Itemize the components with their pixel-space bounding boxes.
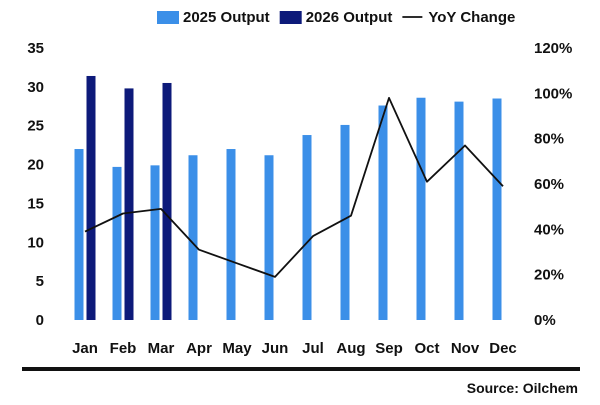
bar-2026-output-jan [86,75,96,320]
bar-2025-output-sep [378,105,388,320]
x-tick-label: Nov [451,340,480,357]
bar-2025-output-nov [454,101,464,320]
x-tick-label: Oct [414,340,439,357]
source-note: Source: Oilchem [467,380,578,396]
left-tick-label: 15 [27,195,44,212]
x-tick-label: Jan [72,340,98,357]
x-tick-label: Feb [110,340,137,357]
x-tick-label: Mar [148,340,175,357]
yoy-change-line [84,97,504,278]
bars [74,75,502,321]
bar-2025-output-mar [150,165,160,320]
x-tick-label: Sep [375,340,403,357]
left-tick-label: 20 [27,157,44,174]
bar-2025-output-jun [264,155,274,320]
left-tick-label: 5 [36,273,44,290]
x-tick-label: Jun [262,340,289,357]
bar-2025-output-jul [302,135,312,320]
x-tick-label: Jul [302,340,324,357]
left-tick-label: 0 [36,312,44,329]
x-tick-label: Aug [336,340,365,357]
x-axis: Jan Feb Mar Apr May Jun Jul Aug Sep Oct Nov Dec [72,340,517,357]
right-tick-label: 120% [534,40,572,57]
left-axis: 0 5 10 15 20 25 30 35 [27,40,44,329]
x-tick-label: Apr [186,340,212,357]
right-tick-label: 60% [534,176,564,193]
legend-label: YoY Change [428,9,515,26]
right-tick-label: 20% [534,267,564,284]
right-tick-label: 100% [534,85,572,102]
bar-2026-output-feb [124,88,134,320]
bar-2025-output-jan [74,149,84,320]
legend-label: 2026 Output [306,9,393,26]
yoy-line-group [84,97,504,278]
bar-2025-output-apr [188,155,198,320]
left-tick-label: 35 [27,40,44,57]
left-tick-label: 10 [27,234,44,251]
right-axis: 0% 20% 40% 60% 80% 100% 120% [534,40,572,329]
x-tick-label: May [222,340,252,357]
right-tick-label: 0% [534,312,556,329]
bar-2025-output-aug [340,124,350,321]
bar-2025-output-feb [112,166,122,320]
bar-2025-output-may [226,149,236,320]
legend-swatch [157,11,179,24]
bar-2026-output-mar [162,82,172,320]
legend: 2025 Output 2026 Output YoY Change [157,9,515,26]
legend-label: 2025 Output [183,9,270,26]
legend-swatch [279,11,302,24]
left-tick-label: 30 [27,79,44,96]
bar-2025-output-oct [416,97,426,320]
right-tick-label: 40% [534,221,564,238]
left-tick-label: 25 [27,118,44,135]
bar-2025-output-dec [492,98,502,320]
right-tick-label: 80% [534,131,564,148]
x-tick-label: Dec [489,340,517,357]
